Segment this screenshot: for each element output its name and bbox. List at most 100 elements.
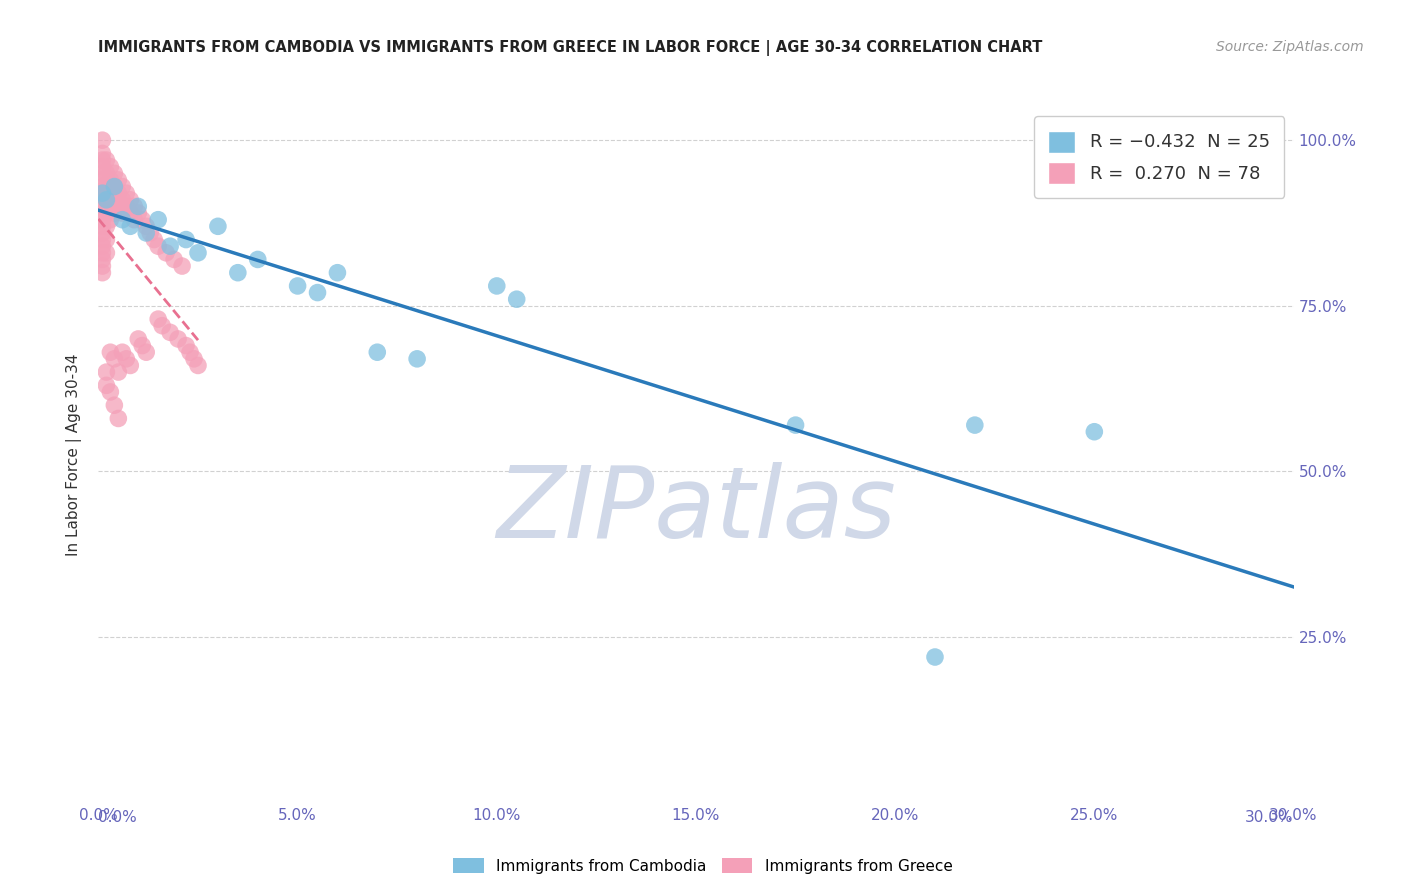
Point [91, 186, 114, 201]
Point [107, 411, 129, 425]
Point [103, 166, 125, 180]
Point [187, 245, 209, 260]
Point [287, 279, 309, 293]
Point [100, 212, 122, 227]
Point [96, 219, 118, 234]
Point [96, 206, 118, 220]
Point [103, 351, 125, 366]
Point [91, 193, 114, 207]
Point [111, 206, 134, 220]
Point [96, 166, 118, 180]
Point [127, 199, 149, 213]
Point [159, 239, 181, 253]
Point [120, 359, 142, 373]
Point [91, 226, 114, 240]
Point [91, 206, 114, 220]
Point [91, 160, 114, 174]
Point [91, 266, 114, 280]
Point [107, 365, 129, 379]
Point [163, 252, 186, 267]
Legend: Immigrants from Cambodia, Immigrants from Greece: Immigrants from Cambodia, Immigrants fro… [447, 852, 959, 880]
Point [91, 166, 114, 180]
Point [135, 345, 157, 359]
Point [120, 193, 142, 207]
Point [111, 193, 134, 207]
Point [100, 199, 122, 213]
Point [100, 160, 122, 174]
Point [91, 233, 114, 247]
Point [135, 226, 157, 240]
Point [506, 292, 529, 306]
Point [246, 252, 269, 267]
Point [91, 186, 114, 201]
Point [963, 418, 986, 433]
Point [96, 365, 118, 379]
Point [174, 338, 197, 352]
Point [366, 345, 388, 359]
Point [91, 252, 114, 267]
Point [1083, 425, 1105, 439]
Point [226, 266, 249, 280]
Point [91, 133, 114, 147]
Point [96, 179, 118, 194]
Point [924, 650, 946, 665]
Text: IMMIGRANTS FROM CAMBODIA VS IMMIGRANTS FROM GREECE IN LABOR FORCE | AGE 30-34 CO: IMMIGRANTS FROM CAMBODIA VS IMMIGRANTS F… [98, 40, 1043, 56]
Point [91, 259, 114, 273]
Point [406, 351, 429, 366]
Point [96, 193, 118, 207]
Point [120, 219, 142, 234]
Point [148, 212, 170, 227]
Point [96, 378, 118, 392]
Point [91, 179, 114, 194]
Point [135, 219, 157, 234]
Point [91, 245, 114, 260]
Point [207, 219, 229, 234]
Point [107, 186, 129, 201]
Point [111, 179, 134, 194]
Point [91, 153, 114, 167]
Point [100, 384, 122, 399]
Point [91, 146, 114, 161]
Point [115, 199, 138, 213]
Point [103, 193, 125, 207]
Text: ZIPatlas: ZIPatlas [496, 462, 896, 559]
Point [96, 233, 118, 247]
Point [124, 199, 146, 213]
Point [485, 279, 508, 293]
Point [107, 199, 129, 213]
Point [326, 266, 349, 280]
Point [127, 332, 149, 346]
Point [120, 206, 142, 220]
Point [103, 179, 125, 194]
Point [111, 345, 134, 359]
Point [96, 245, 118, 260]
Point [96, 193, 118, 207]
Point [148, 239, 170, 253]
Point [148, 312, 170, 326]
Point [107, 173, 129, 187]
Point [91, 219, 114, 234]
Point [307, 285, 329, 300]
Point [785, 418, 807, 433]
Point [167, 332, 190, 346]
Point [159, 326, 181, 340]
Point [155, 245, 177, 260]
Point [100, 173, 122, 187]
Point [115, 351, 138, 366]
Point [172, 259, 194, 273]
Text: Source: ZipAtlas.com: Source: ZipAtlas.com [1216, 40, 1364, 54]
Point [100, 186, 122, 201]
Point [124, 212, 146, 227]
Point [103, 206, 125, 220]
Point [91, 199, 114, 213]
Point [187, 359, 209, 373]
Point [111, 212, 134, 227]
Y-axis label: In Labor Force | Age 30-34: In Labor Force | Age 30-34 [66, 353, 83, 557]
Point [143, 233, 166, 247]
Point [174, 233, 197, 247]
Point [127, 206, 149, 220]
Legend: R = −0.432  N = 25, R =  0.270  N = 78: R = −0.432 N = 25, R = 0.270 N = 78 [1033, 116, 1285, 198]
Point [103, 179, 125, 194]
Point [91, 239, 114, 253]
Point [139, 226, 162, 240]
